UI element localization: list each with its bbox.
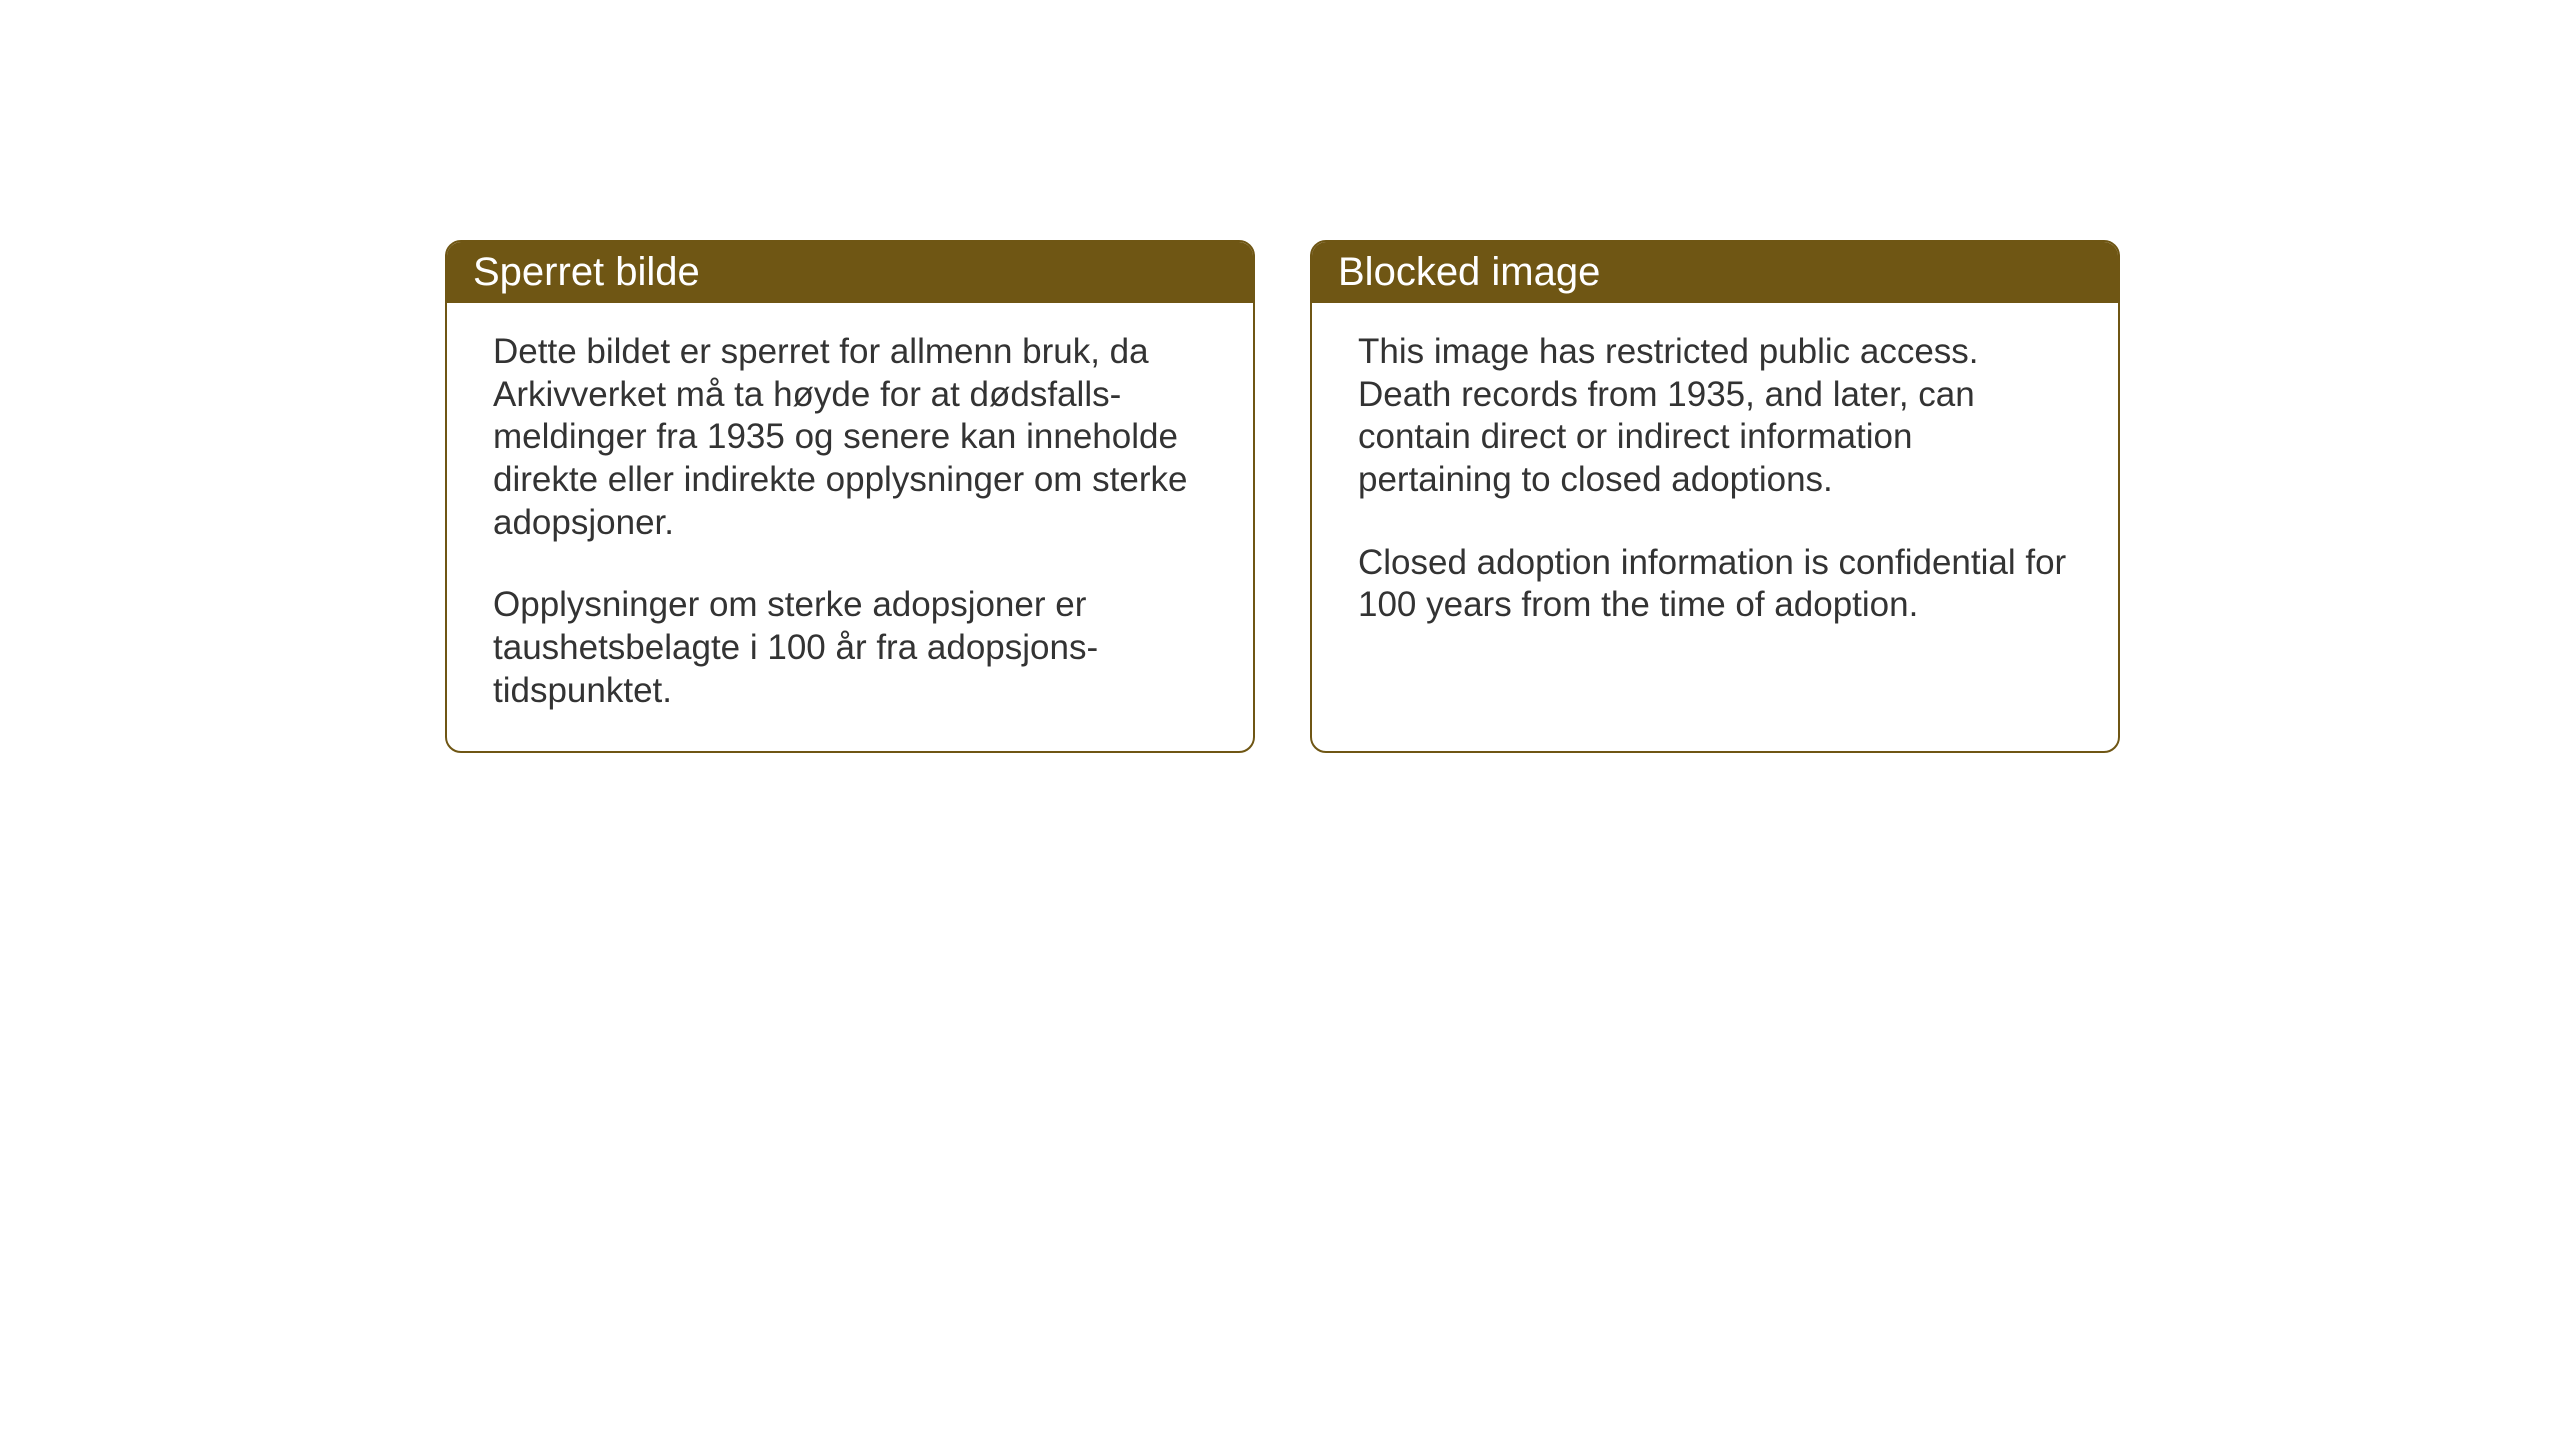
paragraph-1: Dette bildet er sperret for allmenn bruk… — [493, 331, 1207, 544]
paragraph-2: Opplysninger om sterke adopsjoner er tau… — [493, 584, 1207, 712]
norwegian-notice-card: Sperret bilde Dette bildet er sperret fo… — [445, 240, 1255, 753]
card-title: Sperret bilde — [473, 250, 700, 294]
cards-container: Sperret bilde Dette bildet er sperret fo… — [445, 240, 2120, 753]
card-title: Blocked image — [1338, 250, 1600, 294]
card-header-english: Blocked image — [1312, 242, 2118, 303]
card-header-norwegian: Sperret bilde — [447, 242, 1253, 303]
card-body-english: This image has restricted public access.… — [1312, 303, 2118, 665]
paragraph-1: This image has restricted public access.… — [1358, 331, 2072, 502]
card-body-norwegian: Dette bildet er sperret for allmenn bruk… — [447, 303, 1253, 751]
english-notice-card: Blocked image This image has restricted … — [1310, 240, 2120, 753]
paragraph-2: Closed adoption information is confident… — [1358, 542, 2072, 627]
